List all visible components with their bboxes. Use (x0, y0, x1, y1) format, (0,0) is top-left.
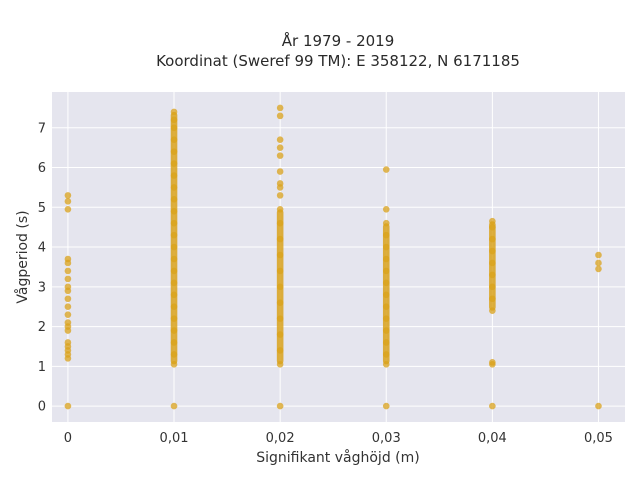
data-point (595, 251, 602, 259)
x-tick-label: 0,04 (478, 431, 507, 446)
data-point (64, 255, 72, 263)
data-point (276, 144, 284, 151)
data-point-run (382, 223, 390, 365)
data-point (64, 311, 72, 318)
data-point (276, 168, 284, 175)
y-tick-label: 6 (38, 161, 46, 176)
x-tick-label: 0,05 (584, 431, 613, 446)
y-tick-label: 7 (38, 121, 46, 136)
data-point (276, 180, 284, 187)
data-point-run (276, 209, 284, 365)
data-point (595, 259, 602, 267)
data-points (64, 104, 602, 410)
y-tick-labels: 0 1 2 3 4 5 6 7 (38, 121, 46, 414)
data-point (382, 205, 390, 213)
y-tick-label: 1 (38, 360, 46, 375)
data-point (595, 402, 602, 410)
data-point (64, 295, 72, 303)
data-point (595, 265, 602, 273)
y-tick-label: 3 (38, 280, 46, 295)
data-point-run (489, 221, 496, 311)
data-point (64, 339, 72, 346)
data-point (64, 205, 72, 213)
data-point (489, 359, 496, 366)
y-tick-label: 0 (38, 400, 46, 415)
y-tick-label: 4 (38, 241, 46, 256)
x-tick-label: 0,02 (266, 431, 295, 446)
x-tick-label: 0,03 (372, 431, 401, 446)
data-point (64, 402, 72, 410)
data-point (64, 319, 72, 326)
data-point (276, 152, 284, 159)
y-tick-label: 5 (38, 201, 46, 216)
data-point (276, 104, 284, 112)
data-point (276, 136, 284, 144)
data-point (382, 166, 390, 173)
data-point (489, 402, 496, 410)
data-point (276, 402, 284, 410)
data-point (382, 402, 390, 410)
y-tick-label: 2 (38, 320, 46, 335)
data-point-run (170, 111, 178, 365)
data-point (64, 192, 72, 199)
x-tick-label: 0,01 (160, 431, 189, 446)
chart-title-line-1: År 1979 - 2019 (282, 31, 395, 50)
data-point (64, 303, 72, 310)
data-point (64, 275, 72, 283)
x-axis-label: Signifikant våghöjd (m) (256, 449, 419, 466)
plot-area (52, 92, 625, 422)
data-point (64, 283, 72, 291)
data-point (276, 112, 284, 120)
chart-title-line-2: Koordinat (Sweref 99 TM): E 358122, N 61… (156, 52, 520, 70)
data-point (64, 198, 72, 205)
data-point (64, 267, 72, 275)
data-point (170, 402, 178, 410)
y-axis-label: Vågperiod (s) (14, 210, 31, 303)
x-tick-labels: 0 0,01 0,02 0,03 0,04 0,05 (64, 431, 613, 446)
data-point (276, 192, 284, 199)
x-tick-label: 0 (64, 431, 72, 446)
